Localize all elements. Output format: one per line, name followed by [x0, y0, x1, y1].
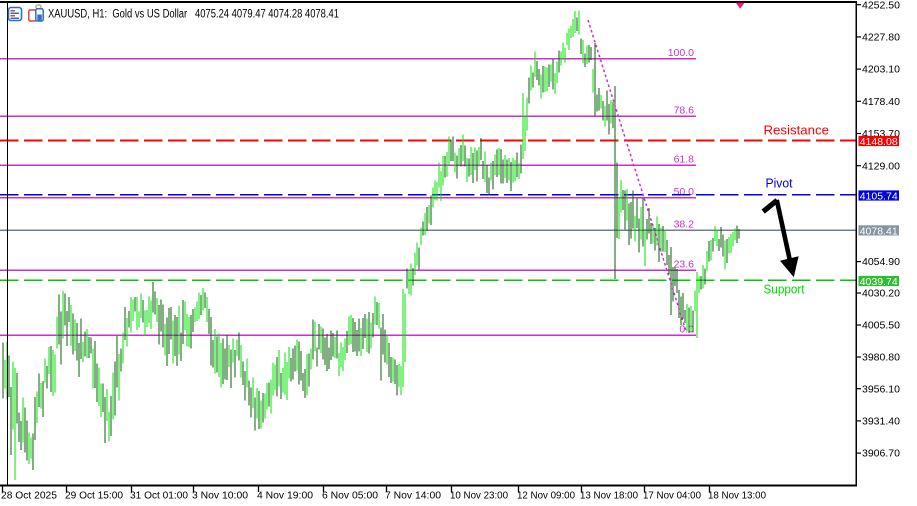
svg-text:4054.90: 4054.90	[862, 256, 900, 268]
svg-text:18 Nov 13:00: 18 Nov 13:00	[708, 489, 766, 501]
svg-text:6 Nov 05:00: 6 Nov 05:00	[322, 489, 378, 501]
svg-text:Resistance: Resistance	[764, 124, 830, 138]
svg-text:3931.40: 3931.40	[862, 416, 900, 428]
svg-text:100.0: 100.0	[668, 47, 694, 59]
svg-text:12 Nov 09:00: 12 Nov 09:00	[517, 489, 575, 501]
svg-text:29 Oct 15:00: 29 Oct 15:00	[65, 489, 123, 501]
svg-text:4148.08: 4148.08	[860, 136, 898, 148]
svg-text:3956.10: 3956.10	[862, 383, 900, 395]
svg-text:38.2: 38.2	[674, 219, 695, 231]
svg-text:Support: Support	[764, 283, 805, 297]
svg-text:23.6: 23.6	[674, 259, 695, 271]
svg-text:3 Nov 10:00: 3 Nov 10:00	[192, 489, 248, 501]
svg-text:4105.74: 4105.74	[860, 190, 898, 202]
svg-text:Pivot: Pivot	[766, 177, 794, 191]
svg-text:10 Nov 23:00: 10 Nov 23:00	[450, 489, 508, 501]
svg-text:4178.40: 4178.40	[862, 96, 900, 108]
svg-text:17 Nov 04:00: 17 Nov 04:00	[643, 489, 701, 501]
svg-text:XAUUSD, H1: Gold vs US Dollar: XAUUSD, H1: Gold vs US Dollar 4075.24 40…	[48, 9, 339, 21]
svg-text:3906.70: 3906.70	[862, 448, 900, 460]
svg-text:78.6: 78.6	[674, 105, 695, 117]
svg-text:4030.20: 4030.20	[862, 288, 900, 300]
svg-text:4 Nov 19:00: 4 Nov 19:00	[257, 489, 313, 501]
svg-text:7 Nov 14:00: 7 Nov 14:00	[385, 489, 441, 501]
svg-text:50.0: 50.0	[674, 186, 695, 198]
svg-text:4203.10: 4203.10	[862, 64, 900, 76]
svg-text:4129.00: 4129.00	[862, 160, 900, 172]
svg-text:13 Nov 18:00: 13 Nov 18:00	[580, 489, 638, 501]
svg-text:3980.80: 3980.80	[862, 352, 900, 364]
svg-text:28 Oct 2025: 28 Oct 2025	[1, 489, 57, 501]
svg-text:4252.50: 4252.50	[862, 0, 900, 11]
svg-text:4078.41: 4078.41	[860, 225, 898, 237]
svg-text:4005.50: 4005.50	[862, 320, 900, 332]
svg-text:4227.80: 4227.80	[862, 32, 900, 44]
svg-text:4039.74: 4039.74	[860, 276, 898, 288]
svg-text:61.8: 61.8	[674, 153, 695, 165]
svg-text:31 Oct 01:00: 31 Oct 01:00	[130, 489, 188, 501]
